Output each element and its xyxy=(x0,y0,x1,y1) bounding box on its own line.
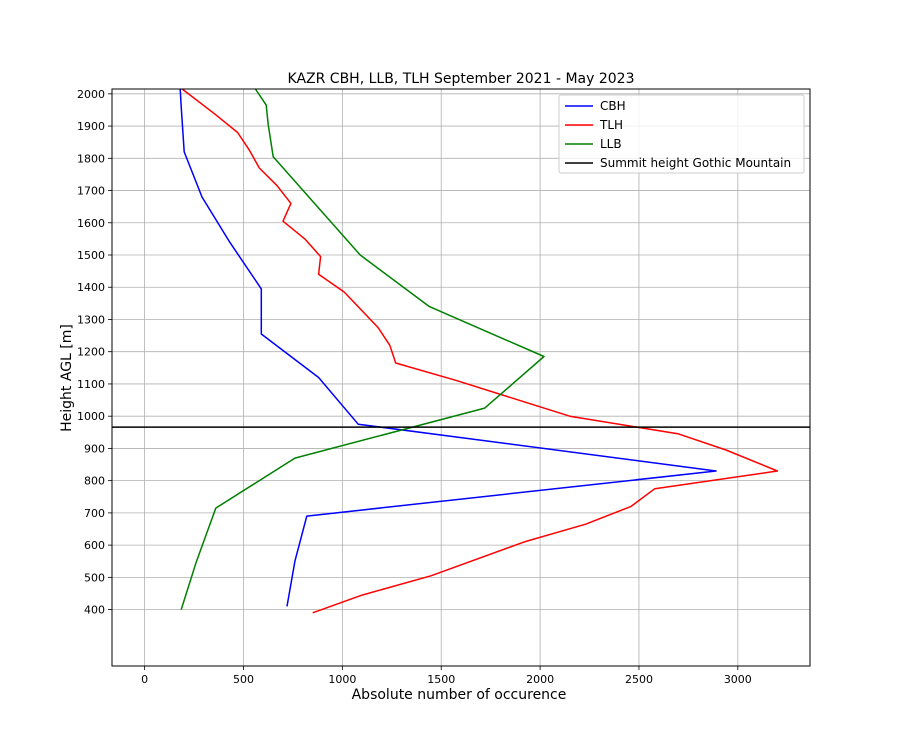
x-tick-label: 2000 xyxy=(526,673,554,686)
x-axis-title: Absolute number of occurence xyxy=(352,687,567,703)
legend-label-tlh: TLH xyxy=(599,118,623,132)
legend-box xyxy=(558,94,805,174)
y-axis-title: Height AGL [m] xyxy=(59,324,75,432)
legend: CBH TLH LLB Summit height Gothic Mountain xyxy=(558,94,805,174)
y-tick-label: 400 xyxy=(84,604,105,617)
y-tick-label: 1500 xyxy=(77,249,105,262)
series-line-tlh xyxy=(181,88,779,614)
axis-ticks: 0 500 1000 1500 2000 2500 3000 400 500 600 700 800 9… xyxy=(77,88,752,686)
plot-frame xyxy=(111,88,811,667)
x-tick-label: 0 xyxy=(141,673,148,686)
x-tick-label: 1500 xyxy=(427,673,455,686)
x-tick-label: 2500 xyxy=(625,673,653,686)
y-tick-label: 900 xyxy=(84,442,105,455)
y-tick-label: 1700 xyxy=(77,185,105,198)
y-tick-label: 1000 xyxy=(77,410,105,423)
y-tick-label: 500 xyxy=(84,571,105,584)
y-tick-label: 700 xyxy=(84,507,105,520)
chart-title: KAZR CBH, LLB, TLH September 2021 - May … xyxy=(288,71,635,87)
plot-lines xyxy=(112,88,810,614)
grid xyxy=(112,89,810,666)
y-tick-label: 1200 xyxy=(77,346,105,359)
y-tick-label: 1900 xyxy=(77,120,105,133)
x-tick-label: 500 xyxy=(233,673,254,686)
y-tick-label: 1100 xyxy=(77,378,105,391)
y-tick-label: 600 xyxy=(84,539,105,552)
y-tick-label: 1400 xyxy=(77,281,105,294)
y-tick-label: 800 xyxy=(84,475,105,488)
y-tick-label: 1600 xyxy=(77,217,105,230)
legend-label-cbh: CBH xyxy=(600,99,626,113)
x-tick-label: 1000 xyxy=(328,673,356,686)
legend-label-llb: LLB xyxy=(600,137,622,151)
legend-label-summit-height-gothic-mountain: Summit height Gothic Mountain xyxy=(600,156,791,170)
series-line-cbh xyxy=(179,88,717,607)
x-tick-label: 3000 xyxy=(724,673,752,686)
y-tick-label: 2000 xyxy=(77,88,105,101)
y-tick-label: 1300 xyxy=(77,313,105,326)
y-tick-label: 1800 xyxy=(77,152,105,165)
series-line-llb xyxy=(180,88,545,610)
